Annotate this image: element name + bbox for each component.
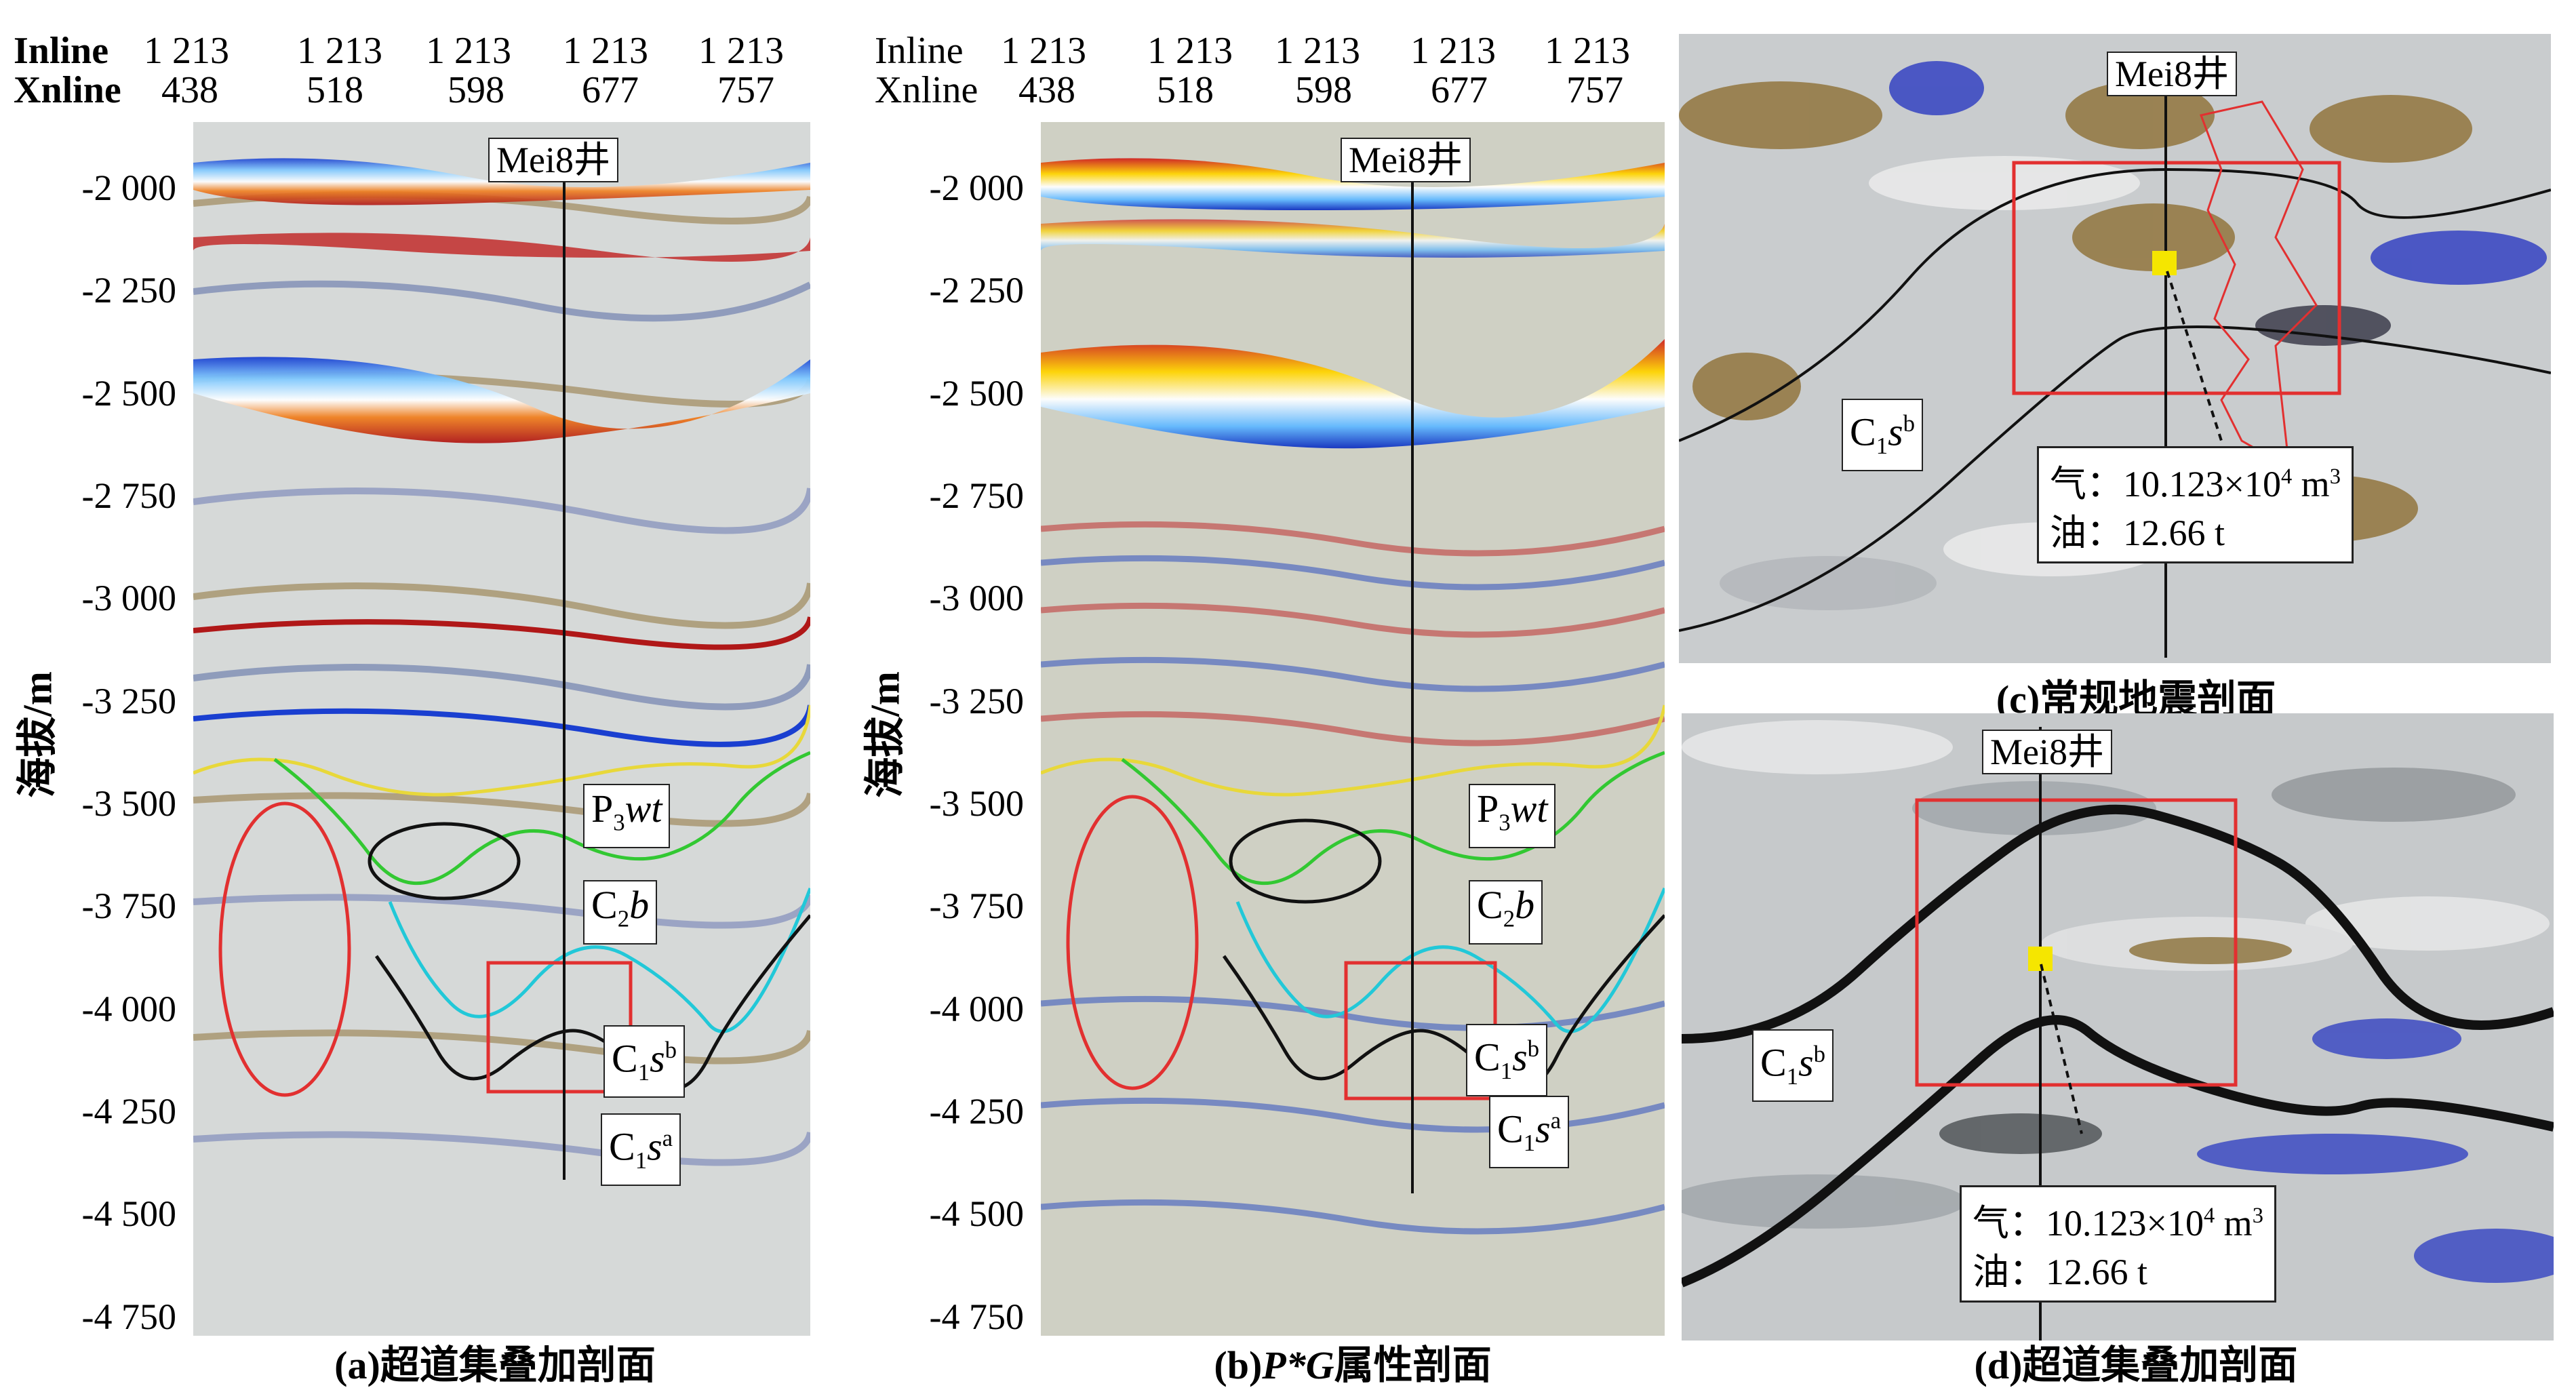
panel-b-horizon-c1sb: C1sb — [1466, 1024, 1548, 1096]
panel-c-oil-row: 油：12.66 t — [2050, 513, 2225, 553]
panel-b-xnline-598: 598 — [1295, 69, 1352, 111]
panel-a-ytick: -4 750 — [81, 1296, 176, 1337]
panel-a-horizon-p3wt: P3wt — [583, 784, 671, 848]
panel-a-ytick: -3 000 — [81, 578, 176, 618]
panel-d-well-label: Mei8井 — [1982, 730, 2112, 774]
panel-c-gas-row: 气：10.123×104 m3 — [2050, 464, 2341, 504]
panel-a-xnline-757: 757 — [717, 69, 774, 111]
panel-a-y-axis: -2 000 -2 250 -2 500 -2 750 -3 000 -3 25… — [0, 122, 197, 1343]
panel-a-inline-757: 1 213 — [698, 30, 784, 72]
panel-a-seismic-section — [193, 122, 810, 1336]
panel-a-ytick: -3 500 — [81, 783, 176, 824]
panel-b-attribute-section — [1041, 122, 1665, 1336]
panel-d-formation-label: C1sb — [1752, 1029, 1834, 1102]
panel-a-xnline-518: 518 — [306, 69, 363, 111]
panel-b-xnline-438: 438 — [1018, 69, 1075, 111]
panel-b-ytick: -4 250 — [929, 1091, 1024, 1132]
panel-d-caption: (d)超道集叠加剖面 — [1974, 1343, 2298, 1387]
panel-b-xnline-518: 518 — [1157, 69, 1214, 111]
panel-b-inline-677: 1 213 — [1410, 30, 1496, 72]
panel-c-formation-label: C1sb — [1842, 399, 1924, 471]
panel-c-seismic-zoom — [1679, 34, 2551, 663]
panel-a-ytick: -2 250 — [81, 270, 176, 311]
panel-a-ytick: -3 250 — [81, 681, 176, 721]
panel-b-inline-518: 1 213 — [1147, 30, 1233, 72]
panel-b-caption: (b)P*G属性剖面 — [1214, 1343, 1492, 1387]
panel-a-inline-438: 1 213 — [144, 30, 229, 72]
panel-a-ytick: -2 000 — [81, 167, 176, 208]
panel-a-well-label: Mei8井 — [488, 138, 618, 182]
panel-b-ytick: -3 000 — [929, 578, 1024, 618]
panel-a-ytick: -4 250 — [81, 1091, 176, 1132]
panel-d-oil-row: 油：12.66 t — [1973, 1252, 2148, 1292]
panel-b-horizon-p3wt: P3wt — [1469, 784, 1556, 848]
panel-b-xnline-677: 677 — [1431, 69, 1488, 111]
panel-c-well-label: Mei8井 — [2107, 52, 2237, 96]
panel-a-inline-label: Inline — [14, 30, 109, 72]
panel-a-inline-677: 1 213 — [563, 30, 648, 72]
panel-a-ytick: -2 500 — [81, 373, 176, 414]
panel-b-y-axis: -2 000 -2 250 -2 500 -2 750 -3 000 -3 25… — [854, 122, 1051, 1343]
panel-d-production-box: 气：10.123×104 m3 油：12.66 t — [1960, 1185, 2276, 1303]
panel-a-inline-518: 1 213 — [297, 30, 382, 72]
panel-a-inline-598: 1 213 — [426, 30, 511, 72]
panel-b-well-label: Mei8井 — [1341, 138, 1471, 182]
panel-a-xnline-label: Xnline — [14, 69, 121, 111]
panel-b-inline-598: 1 213 — [1275, 30, 1360, 72]
panel-a-ytick: -3 750 — [81, 886, 176, 926]
panel-a-horizon-c1sb: C1sb — [603, 1025, 686, 1098]
panel-b-inline-757: 1 213 — [1545, 30, 1630, 72]
panel-c-production-box: 气：10.123×104 m3 油：12.66 t — [2037, 446, 2354, 563]
panel-b-xnline-label: Xnline — [875, 69, 978, 111]
panel-b-xnline-757: 757 — [1566, 69, 1623, 111]
panel-a-y-axis-label: 海拔/m — [15, 671, 60, 798]
panel-a-xnline-677: 677 — [582, 69, 639, 111]
panel-b-y-axis-label: 海拔/m — [863, 671, 908, 798]
panel-a-horizon-c1sa: C1sa — [601, 1113, 681, 1186]
panel-a-xnline-438: 438 — [161, 69, 218, 111]
panel-a-xnline-598: 598 — [448, 69, 504, 111]
panel-b-ytick: -4 000 — [929, 989, 1024, 1029]
panel-b-ytick: -3 500 — [929, 783, 1024, 824]
panel-b-ytick: -2 750 — [929, 475, 1024, 516]
panel-b-ytick: -3 750 — [929, 886, 1024, 926]
panel-a-horizon-c2b: C2b — [583, 880, 658, 945]
panel-b-inline-label: Inline — [875, 30, 964, 72]
panel-b-ytick: -2 500 — [929, 373, 1024, 414]
panel-a-ytick: -4 000 — [81, 989, 176, 1029]
panel-b-inline-438: 1 213 — [1001, 30, 1086, 72]
panel-d-gas-row: 气：10.123×104 m3 — [1973, 1203, 2263, 1244]
panel-a-ytick: -2 750 — [81, 475, 176, 516]
panel-b-ytick: -4 500 — [929, 1193, 1024, 1234]
panel-a-caption: (a)超道集叠加剖面 — [334, 1343, 656, 1387]
panel-a-ytick: -4 500 — [81, 1193, 176, 1234]
panel-b-ytick: -2 250 — [929, 270, 1024, 311]
panel-b-ytick: -3 250 — [929, 681, 1024, 721]
panel-b-horizon-c1sa: C1sa — [1489, 1096, 1570, 1168]
panel-b-ytick: -4 750 — [929, 1296, 1024, 1337]
panel-b-ytick: -2 000 — [929, 167, 1024, 208]
panel-b-horizon-c2b: C2b — [1469, 880, 1543, 945]
